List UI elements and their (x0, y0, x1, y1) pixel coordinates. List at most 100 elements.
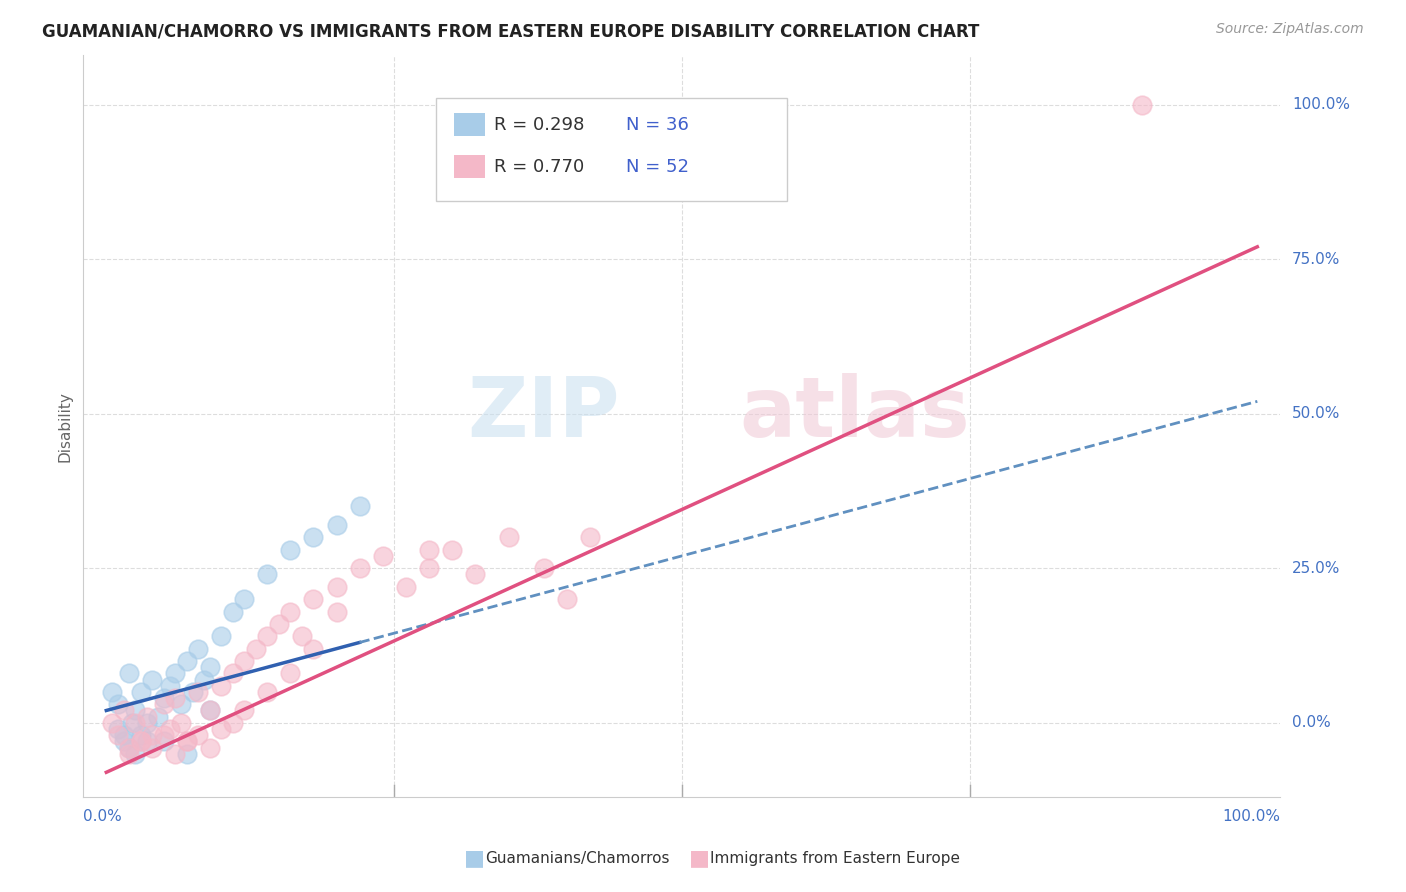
Point (107, 698, 129, 712)
Point (135, 709, 157, 723)
Text: N = 52: N = 52 (626, 158, 689, 176)
Point (349, 561, 371, 575)
Point (124, 715, 146, 730)
Point (129, 734, 152, 748)
Point (193, 673, 215, 687)
Y-axis label: Disability: Disability (58, 391, 72, 461)
Point (146, 709, 169, 723)
Point (141, 728, 163, 742)
Point (280, 605, 302, 619)
Point (256, 685, 278, 699)
Point (153, 728, 176, 742)
Point (198, 704, 221, 718)
Point (129, 685, 152, 699)
Point (302, 530, 325, 544)
Point (176, 734, 198, 748)
Point (159, 679, 181, 693)
Text: Immigrants from Eastern Europe: Immigrants from Eastern Europe (710, 851, 960, 865)
Point (1130, 97, 1153, 112)
Point (176, 747, 198, 761)
Point (165, 666, 187, 681)
Text: Guamanians/Chamorros: Guamanians/Chamorros (485, 851, 669, 865)
Point (464, 567, 486, 582)
Point (371, 549, 394, 563)
Point (159, 722, 181, 736)
Text: ZIP: ZIP (467, 373, 620, 454)
Point (118, 740, 141, 755)
Text: 100.0%: 100.0% (1292, 97, 1350, 112)
Point (153, 691, 176, 706)
Point (498, 530, 520, 544)
Point (118, 747, 141, 761)
Point (101, 685, 124, 699)
Point (118, 666, 141, 681)
Text: 25.0%: 25.0% (1292, 561, 1340, 575)
Point (153, 698, 176, 712)
Point (209, 679, 232, 693)
Point (291, 629, 314, 643)
Point (165, 691, 187, 706)
Text: R = 0.298: R = 0.298 (494, 116, 583, 134)
Point (349, 500, 371, 514)
Point (112, 734, 135, 748)
Point (555, 592, 578, 607)
Text: R = 0.770: R = 0.770 (494, 158, 583, 176)
Point (222, 715, 245, 730)
Point (233, 592, 256, 607)
Point (141, 740, 163, 755)
Text: 50.0%: 50.0% (1292, 406, 1340, 421)
Point (176, 654, 198, 668)
Point (176, 734, 198, 748)
Point (302, 641, 325, 656)
Point (222, 605, 245, 619)
Point (129, 734, 152, 748)
Text: atlas: atlas (740, 373, 970, 454)
Point (233, 704, 256, 718)
Text: Source: ZipAtlas.com: Source: ZipAtlas.com (1216, 22, 1364, 37)
Point (245, 641, 267, 656)
Point (256, 629, 278, 643)
Point (121, 715, 143, 730)
Point (124, 704, 146, 718)
Point (280, 542, 302, 557)
Point (135, 734, 157, 748)
Text: 0.0%: 0.0% (83, 809, 122, 824)
Point (198, 660, 221, 674)
Point (198, 740, 221, 755)
Point (170, 698, 193, 712)
Point (418, 542, 440, 557)
Text: ■: ■ (689, 848, 710, 868)
Point (256, 567, 278, 582)
Point (267, 616, 290, 631)
Point (129, 728, 152, 742)
Point (533, 561, 555, 575)
Point (233, 654, 256, 668)
Text: 75.0%: 75.0% (1292, 252, 1340, 267)
Point (112, 728, 135, 742)
Text: 0.0%: 0.0% (1292, 715, 1330, 731)
Point (141, 673, 163, 687)
Point (101, 715, 124, 730)
Text: ■: ■ (464, 848, 485, 868)
Point (209, 722, 232, 736)
Point (107, 728, 129, 742)
Point (280, 666, 302, 681)
Point (187, 728, 209, 742)
Point (187, 685, 209, 699)
Point (302, 592, 325, 607)
Point (325, 518, 347, 533)
Point (124, 747, 146, 761)
Point (418, 561, 440, 575)
Point (222, 666, 245, 681)
Point (209, 629, 232, 643)
Point (107, 722, 129, 736)
Text: 100.0%: 100.0% (1222, 809, 1281, 824)
Point (187, 641, 209, 656)
Point (394, 580, 416, 594)
Text: GUAMANIAN/CHAMORRO VS IMMIGRANTS FROM EASTERN EUROPE DISABILITY CORRELATION CHAR: GUAMANIAN/CHAMORRO VS IMMIGRANTS FROM EA… (42, 22, 980, 40)
Text: N = 36: N = 36 (626, 116, 689, 134)
Point (578, 530, 600, 544)
Point (135, 715, 157, 730)
Point (198, 704, 221, 718)
Point (112, 704, 135, 718)
